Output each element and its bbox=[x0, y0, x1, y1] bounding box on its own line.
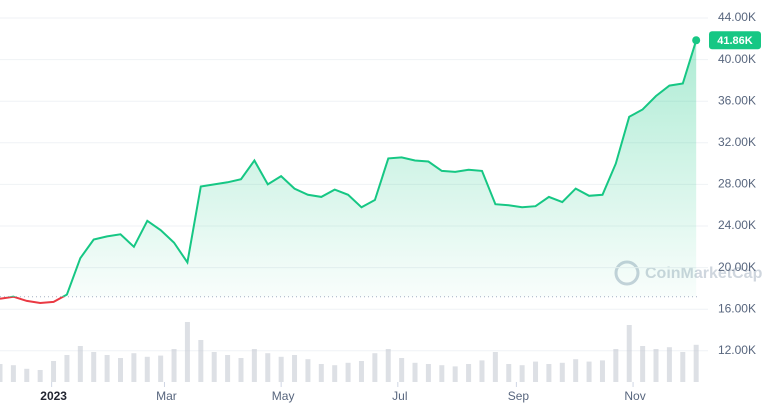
volume-bar bbox=[265, 353, 271, 382]
volume-bar bbox=[91, 352, 97, 382]
volume-bar bbox=[225, 355, 231, 382]
volume-bar bbox=[104, 355, 110, 382]
volume-bar bbox=[492, 352, 498, 382]
volume-bar bbox=[131, 353, 137, 382]
volume-bar bbox=[693, 344, 699, 382]
volume-bar bbox=[506, 364, 512, 382]
y-tick-label: 24.00K bbox=[718, 218, 756, 232]
x-tick-label: Jul bbox=[392, 389, 407, 403]
volume-bar bbox=[332, 365, 338, 382]
volume-bar bbox=[466, 364, 472, 382]
volume-bar bbox=[10, 365, 16, 382]
volume-bar bbox=[305, 359, 311, 382]
last-point bbox=[692, 36, 701, 45]
volume-bar bbox=[251, 349, 257, 382]
volume-bar bbox=[358, 361, 364, 382]
y-tick-label: 16.00K bbox=[718, 301, 756, 315]
y-tick-label: 28.00K bbox=[718, 177, 756, 191]
volume-bar bbox=[24, 368, 30, 382]
volume-bar bbox=[573, 359, 579, 382]
volume-bar bbox=[519, 365, 525, 382]
volume-bar bbox=[345, 362, 351, 382]
volume-bar bbox=[546, 364, 552, 382]
volume-bar bbox=[117, 358, 123, 382]
volume-bar bbox=[439, 365, 445, 382]
volume-bar bbox=[238, 358, 244, 382]
volume-bar bbox=[425, 364, 431, 382]
volume-bar bbox=[385, 349, 391, 382]
volume-bar bbox=[211, 352, 217, 382]
volume-bar bbox=[599, 360, 605, 382]
volume-bar bbox=[318, 364, 324, 382]
volume-bar bbox=[198, 340, 204, 382]
volume-bar bbox=[158, 355, 164, 382]
y-tick-label: 12.00K bbox=[718, 343, 756, 357]
volume-bar bbox=[412, 362, 418, 382]
volume-bar bbox=[626, 325, 632, 382]
y-tick-label: 44.00K bbox=[718, 10, 756, 24]
price-label-box bbox=[709, 31, 761, 50]
volume-bar bbox=[278, 356, 284, 382]
x-tick-label: Sep bbox=[508, 389, 530, 403]
price-label: 41.86K bbox=[717, 35, 753, 47]
volume-bar bbox=[653, 349, 659, 382]
x-tick-label: Nov bbox=[624, 389, 645, 403]
volume-bar bbox=[0, 364, 3, 382]
volume-bar bbox=[144, 356, 150, 382]
volume-bar bbox=[64, 355, 70, 382]
volume-bar bbox=[399, 358, 405, 382]
y-tick-label: 20.00K bbox=[718, 260, 756, 274]
price-area bbox=[0, 40, 697, 297]
volume-bar bbox=[184, 322, 190, 382]
x-tick-label: 2023 bbox=[40, 389, 67, 403]
volume-bar bbox=[533, 361, 539, 382]
y-tick-label: 36.00K bbox=[718, 93, 756, 107]
volume-bar bbox=[77, 346, 83, 382]
volume-bar bbox=[37, 370, 43, 382]
volume-bar bbox=[640, 346, 646, 382]
volume-bar bbox=[559, 362, 565, 382]
volume-bar bbox=[666, 347, 672, 382]
volume-bar bbox=[372, 353, 378, 382]
volume-bar bbox=[586, 361, 592, 382]
x-tick-label: Mar bbox=[156, 389, 177, 403]
price-line bbox=[6, 40, 698, 297]
volume-bar bbox=[292, 355, 298, 382]
y-tick-label: 32.00K bbox=[718, 135, 756, 149]
volume-bar bbox=[452, 366, 458, 382]
volume-bar bbox=[680, 352, 686, 382]
volume-bar bbox=[51, 361, 57, 382]
volume-bar bbox=[171, 349, 177, 382]
x-tick-label: May bbox=[272, 389, 295, 403]
volume-bar bbox=[479, 360, 485, 382]
volume-bar bbox=[613, 349, 619, 382]
y-tick-label: 40.00K bbox=[718, 52, 756, 66]
